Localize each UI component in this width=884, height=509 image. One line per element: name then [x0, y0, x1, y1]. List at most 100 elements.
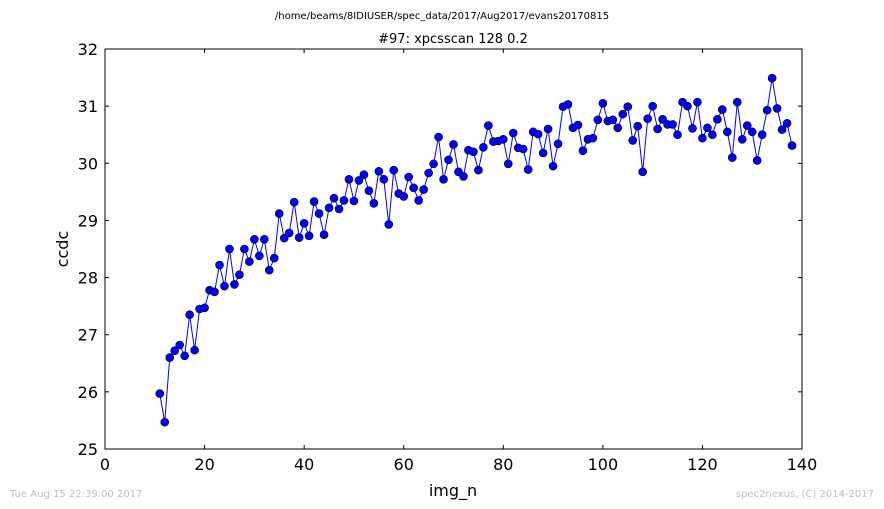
file-path-title: /home/beams/8IDIUSER/spec_data/2017/Aug2…	[275, 11, 609, 22]
data-point	[727, 153, 737, 162]
x-tick-label: 140	[787, 455, 818, 474]
data-point	[613, 123, 623, 133]
data-point	[240, 244, 249, 254]
axis-tick-labels: 0 20 40 60 80 100 120 140 25 26 27 28 29 30 31 32	[78, 40, 818, 474]
axes-frame	[104, 48, 803, 450]
data-point	[608, 115, 618, 125]
data-point	[399, 192, 409, 201]
data-point	[777, 125, 787, 134]
footer-credit: spec2nexus, (C) 2014-2017	[736, 489, 874, 500]
data-point	[314, 209, 324, 218]
data-point	[170, 346, 179, 356]
data-point	[304, 231, 314, 241]
data-point	[319, 230, 329, 240]
data-point	[225, 244, 234, 254]
footer-timestamp: Tue Aug 15 22:39:00 2017	[9, 489, 142, 500]
y-tick-label: 31	[78, 97, 98, 116]
x-tick-label: 60	[394, 455, 414, 474]
data-point	[782, 118, 792, 128]
data-point	[732, 97, 742, 107]
data-point	[160, 417, 170, 427]
x-tick-label: 0	[100, 455, 110, 474]
data-point	[180, 351, 189, 361]
data-point	[379, 174, 389, 184]
data-point	[439, 174, 448, 184]
x-axis-label: img_n	[429, 481, 477, 501]
data-point	[264, 265, 274, 275]
data-point	[618, 109, 628, 119]
data-point	[708, 130, 717, 140]
data-point	[409, 183, 418, 193]
y-tick-label: 27	[78, 326, 98, 345]
data-point	[349, 196, 359, 206]
data-point	[359, 170, 369, 180]
data-point	[449, 140, 458, 149]
data-point	[245, 257, 254, 266]
data-point	[698, 133, 707, 143]
data-point	[787, 141, 797, 150]
data-point	[628, 136, 638, 145]
plot-area: 0 20 40 60 80 100 120 140 25 26 27 28 29 30 31 32	[78, 40, 818, 474]
data-point	[389, 165, 399, 175]
data-point	[210, 287, 219, 297]
y-tick-label: 25	[78, 440, 98, 459]
data-point	[633, 121, 643, 131]
data-point	[767, 73, 777, 83]
data-point	[723, 127, 732, 137]
data-point	[155, 389, 165, 398]
data-point	[289, 197, 299, 207]
data-point	[374, 166, 384, 176]
data-point	[215, 260, 224, 270]
data-point	[757, 130, 767, 140]
data-point	[683, 101, 692, 111]
data-point	[364, 186, 374, 196]
data-point	[593, 115, 603, 125]
data-point	[354, 176, 364, 185]
data-point	[772, 104, 782, 113]
data-point	[737, 134, 747, 144]
data-point	[563, 100, 573, 109]
data-point	[518, 144, 528, 154]
data-point	[309, 197, 319, 206]
data-point	[479, 142, 488, 152]
x-tick-label: 120	[687, 455, 718, 474]
data-point	[573, 120, 583, 130]
data-point	[404, 172, 413, 182]
data-point	[165, 353, 175, 362]
data-point	[484, 121, 493, 130]
series-line	[159, 78, 793, 423]
data-point	[329, 193, 339, 203]
data-point	[762, 105, 772, 115]
data-point	[668, 120, 677, 129]
data-point	[299, 218, 309, 228]
x-tick-label: 20	[194, 455, 214, 474]
data-point	[235, 270, 244, 280]
data-point	[255, 251, 264, 261]
y-tick-label: 28	[78, 269, 98, 288]
data-point	[324, 203, 334, 213]
y-tick-label: 30	[78, 154, 98, 173]
data-point	[434, 132, 443, 142]
data-point	[444, 155, 453, 165]
data-point	[643, 114, 652, 124]
data-point	[334, 204, 344, 214]
data-point	[713, 114, 722, 124]
data-point	[424, 168, 433, 178]
data-point	[718, 105, 727, 114]
data-point	[200, 303, 209, 313]
data-point	[503, 159, 513, 169]
x-tick-label: 40	[294, 455, 314, 474]
data-point	[543, 124, 553, 134]
y-axis-label: ccdc	[53, 231, 72, 268]
data-point	[369, 198, 379, 208]
data-point	[578, 146, 588, 156]
data-point	[384, 220, 394, 229]
data-point	[175, 340, 184, 350]
data-point	[742, 121, 752, 130]
data-markers	[155, 73, 797, 427]
data-point	[250, 234, 259, 244]
data-point	[274, 209, 284, 218]
data-point	[459, 172, 468, 181]
data-point	[508, 128, 518, 138]
